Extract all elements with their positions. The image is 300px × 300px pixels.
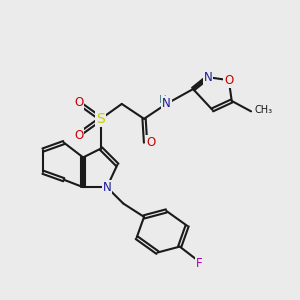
Text: N: N [162,98,171,110]
Text: O: O [74,96,83,109]
Text: H: H [159,95,167,105]
Text: O: O [224,74,233,87]
Text: N: N [103,181,111,194]
Text: O: O [146,136,155,149]
Text: O: O [74,129,83,142]
Text: F: F [196,257,202,270]
Text: S: S [97,112,105,126]
Text: N: N [204,71,212,84]
Text: CH₃: CH₃ [254,105,272,115]
